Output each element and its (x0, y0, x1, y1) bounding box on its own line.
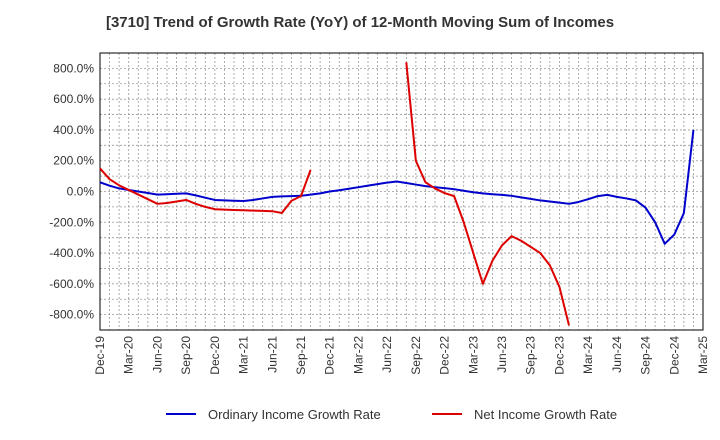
x-tick-label: Mar-23 (466, 336, 480, 374)
x-tick-label: Sep-22 (409, 336, 423, 375)
x-tick-label: Dec-22 (438, 336, 452, 375)
y-tick-label: 800.0% (53, 61, 94, 75)
legend-label-1: Ordinary Income Growth Rate (208, 407, 381, 422)
x-tick-label: Mar-22 (351, 336, 365, 374)
x-tick-label: Sep-24 (639, 336, 653, 375)
x-tick-label: Dec-24 (667, 336, 681, 375)
x-tick-label: Jun-20 (150, 336, 164, 373)
y-tick-label: -800.0% (49, 308, 94, 322)
chart-title: [3710] Trend of Growth Rate (YoY) of 12-… (105, 14, 615, 31)
x-tick-label: Jun-21 (265, 336, 279, 373)
legend: Ordinary Income Growth Rate Net Income Gr… (166, 407, 617, 422)
x-tick-label: Mar-21 (237, 336, 251, 374)
x-tick-label: Jun-24 (610, 336, 624, 373)
series-line-1 (99, 129, 695, 245)
y-tick-label: -600.0% (49, 277, 94, 291)
y-tick-label: -200.0% (49, 215, 94, 229)
x-tick-label: Mar-20 (122, 336, 136, 374)
y-tick-label: 400.0% (53, 123, 94, 137)
horizontal-grid (100, 67, 703, 316)
x-tick-label: Dec-21 (323, 336, 337, 375)
x-tick-label: Mar-25 (696, 336, 710, 374)
x-tick-label: Dec-20 (208, 336, 222, 375)
y-tick-label: 200.0% (53, 154, 94, 168)
x-axis-tick-labels: Dec-19 Mar-20 Jun-20 Sep-20 Dec-20 Mar-21 Jun-… (93, 336, 710, 375)
x-tick-label: Jun-22 (380, 336, 394, 373)
x-tick-label: Jun-23 (495, 336, 509, 373)
x-tick-label: Dec-19 (93, 336, 107, 375)
x-tick-label: Mar-24 (581, 336, 595, 374)
x-tick-label: Sep-21 (294, 336, 308, 375)
series-lines (99, 62, 695, 326)
x-tick-label: Dec-23 (552, 336, 566, 375)
legend-label-2: Net Income Growth Rate (474, 407, 617, 422)
y-axis-tick-labels: 800.0% 600.0% 400.0% 200.0% 0.0% -200.0% -400.… (49, 61, 94, 321)
y-tick-label: -400.0% (49, 246, 94, 260)
x-tick-label: Sep-20 (179, 336, 193, 375)
y-tick-label: 0.0% (67, 185, 95, 199)
series-line-2 (99, 62, 570, 326)
y-tick-label: 600.0% (53, 92, 94, 106)
x-tick-label: Sep-23 (524, 336, 538, 375)
plot-border (99, 52, 704, 331)
